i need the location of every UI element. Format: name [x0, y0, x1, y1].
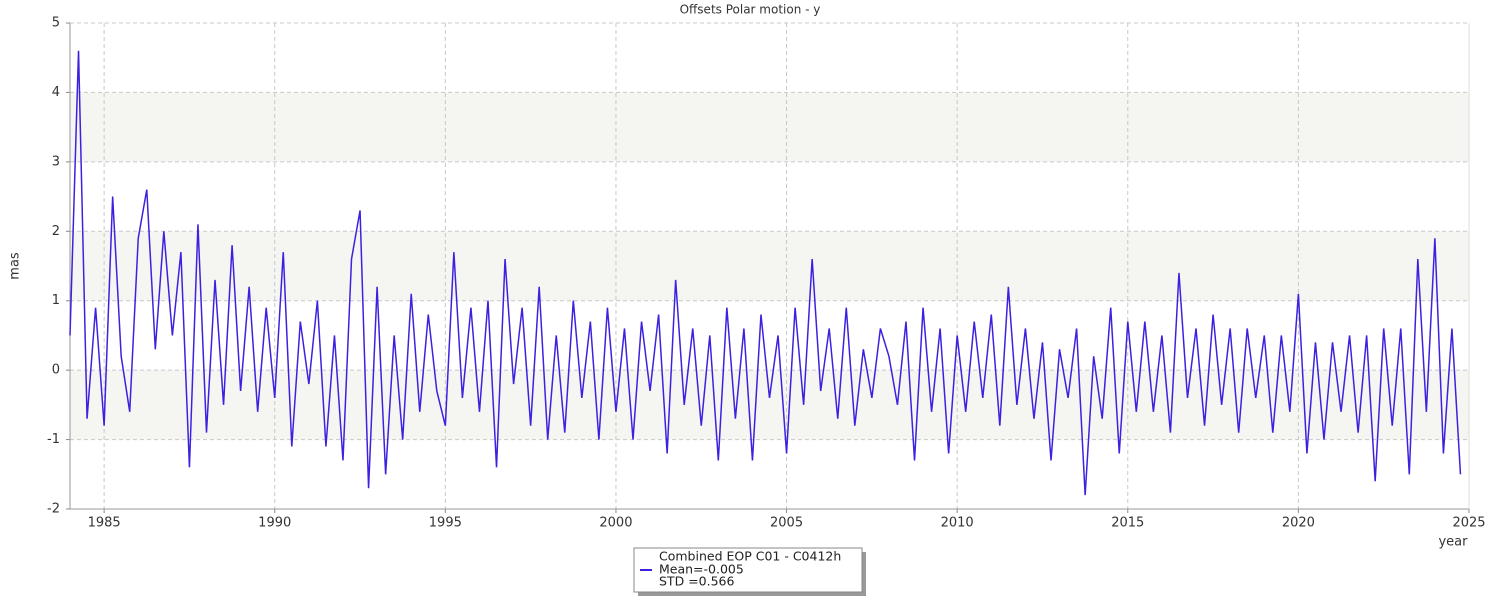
band — [70, 370, 1469, 440]
y-tick-label: 4 — [52, 85, 60, 100]
x-tick-label: 2005 — [770, 516, 803, 531]
x-tick-label: 2000 — [599, 516, 632, 531]
y-axis-label: mas — [8, 252, 23, 280]
legend-note: STD =0.566 — [659, 574, 734, 589]
y-tick-label: 5 — [52, 16, 60, 31]
y-tick-label: 1 — [52, 293, 60, 308]
x-tick-label: 1985 — [88, 516, 121, 531]
y-tick-label: 3 — [52, 154, 60, 169]
legend-note: Mean=-0.005 — [659, 562, 744, 577]
chart-title: Offsets Polar motion - y — [680, 3, 821, 17]
x-axis-label: year — [1438, 535, 1468, 550]
y-tick-label: 2 — [52, 224, 60, 239]
x-tick-label: 1995 — [429, 516, 462, 531]
y-tick-label: -1 — [47, 432, 60, 447]
band — [70, 231, 1469, 301]
x-tick-label: 2020 — [1282, 516, 1315, 531]
x-tick-label: 2015 — [1111, 516, 1144, 531]
band — [70, 92, 1469, 162]
x-tick-label: 2010 — [941, 516, 974, 531]
legend-box — [633, 547, 863, 593]
data-line — [69, 50, 1462, 496]
x-tick-label: 2025 — [1452, 516, 1485, 531]
y-tick-label: -2 — [47, 502, 60, 517]
legend: Combined EOP C01 - C0412hMean=-0.005STD … — [633, 547, 866, 596]
x-tick-label: 1990 — [258, 516, 291, 531]
legend-label: Combined EOP C01 - C0412h — [659, 549, 841, 564]
y-tick-label: 0 — [52, 363, 60, 378]
